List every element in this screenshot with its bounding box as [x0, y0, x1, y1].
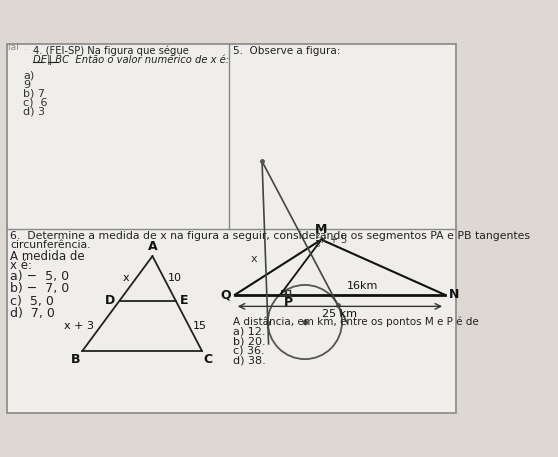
- Text: 9: 9: [23, 80, 30, 90]
- Text: Q: Q: [220, 288, 230, 301]
- Text: b) −  7, 0: b) − 7, 0: [10, 282, 69, 296]
- Text: A medida de: A medida de: [10, 250, 84, 262]
- Text: b) 7: b) 7: [23, 89, 45, 99]
- Text: B: B: [71, 352, 81, 366]
- Text: P: P: [283, 297, 292, 309]
- Text: A: A: [148, 240, 157, 253]
- Text: C: C: [204, 352, 213, 366]
- Text: a) 12.: a) 12.: [233, 326, 266, 336]
- Text: c)  6: c) 6: [23, 98, 47, 108]
- Text: 5.  Observe a figura:: 5. Observe a figura:: [233, 46, 340, 56]
- Text: 25 km: 25 km: [323, 309, 358, 319]
- Text: N: N: [449, 288, 459, 301]
- Text: x: x: [123, 273, 129, 283]
- Bar: [281, 290, 285, 294]
- Text: c)  5, 0: c) 5, 0: [10, 295, 54, 308]
- Text: d) 3: d) 3: [23, 107, 45, 117]
- Text: D: D: [105, 294, 116, 307]
- Text: 4. (FEI-SP) Na figura que ségue: 4. (FEI-SP) Na figura que ségue: [33, 46, 189, 57]
- Text: d)  7, 0: d) 7, 0: [10, 307, 55, 320]
- Text: x + 3: x + 3: [64, 321, 94, 331]
- Text: E: E: [180, 294, 188, 307]
- Text: DE∥ BC  Então o valor numérico de x é:: DE∥ BC Então o valor numérico de x é:: [33, 54, 229, 65]
- Text: circunferência.: circunferência.: [10, 239, 90, 250]
- Text: 6.  Determine a medida de x na figura a seguir, considerando os segmentos PA e P: 6. Determine a medida de x na figura a s…: [10, 231, 530, 240]
- Text: lal  .: lal .: [8, 43, 27, 52]
- Text: c) 36.: c) 36.: [233, 346, 265, 356]
- FancyBboxPatch shape: [7, 44, 456, 413]
- Text: $\frac{2}{3}$x + 5: $\frac{2}{3}$x + 5: [315, 232, 348, 250]
- Text: a) −  5, 0: a) − 5, 0: [10, 270, 69, 283]
- Text: b) 20.: b) 20.: [233, 336, 266, 346]
- Text: A distância, em km, entre os pontos M e P é de: A distância, em km, entre os pontos M e …: [233, 316, 479, 327]
- Text: x é:: x é:: [10, 259, 32, 271]
- Text: 16km: 16km: [347, 281, 378, 291]
- Text: d) 38.: d) 38.: [233, 356, 266, 366]
- Bar: [286, 290, 290, 294]
- Text: 15: 15: [193, 321, 207, 331]
- Text: a): a): [23, 71, 35, 81]
- Text: x: x: [251, 254, 257, 264]
- Text: 10: 10: [168, 273, 182, 283]
- Text: M: M: [315, 223, 328, 236]
